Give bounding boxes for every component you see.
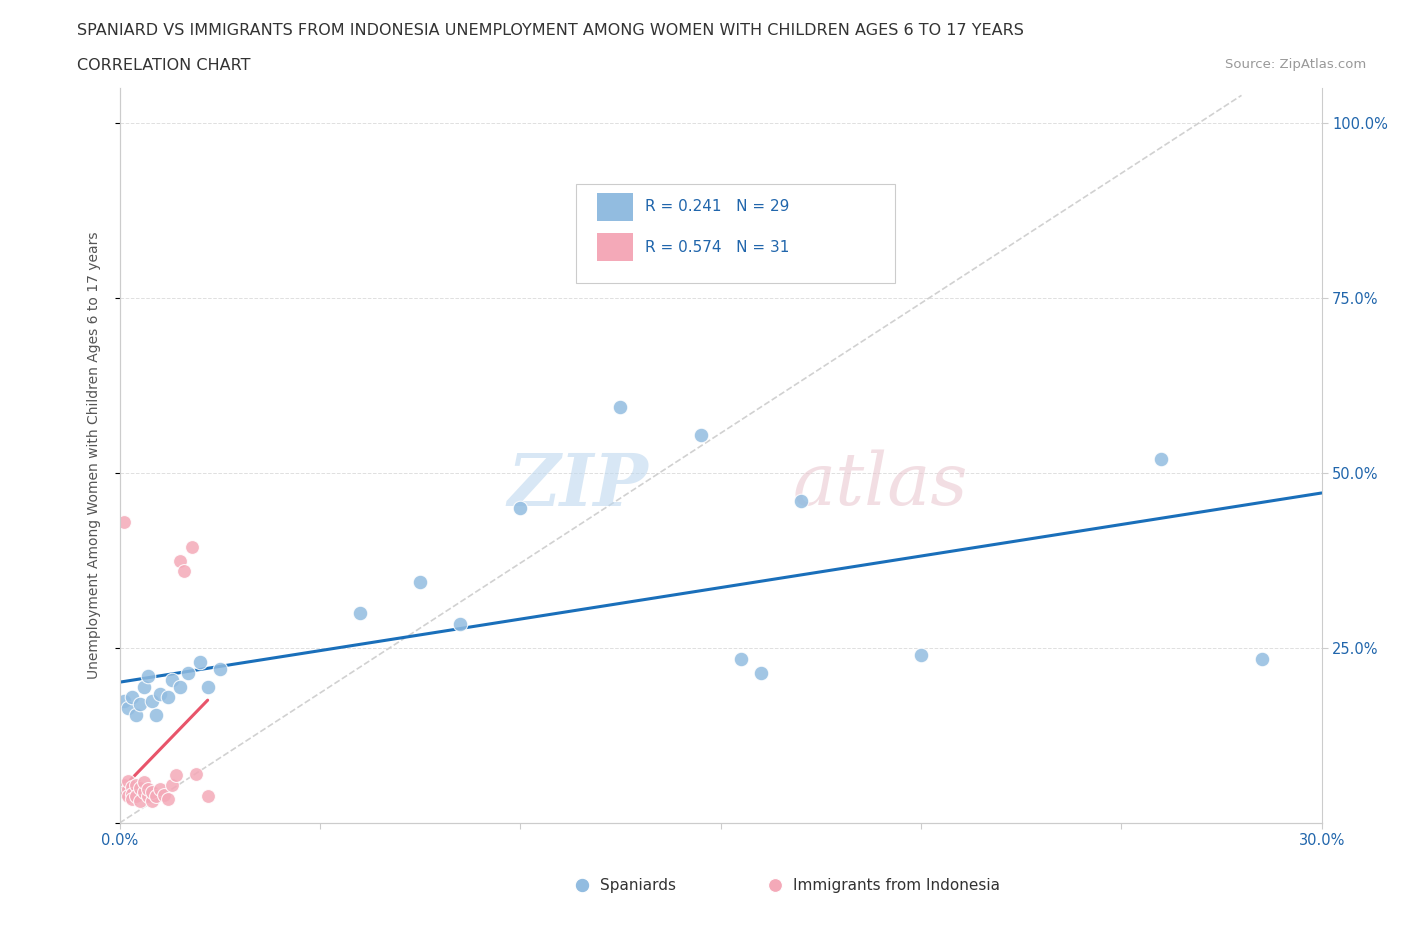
Point [749, 665, 772, 680]
Point [117, 789, 139, 804]
Point [124, 789, 146, 804]
Point [197, 789, 219, 804]
Point [169, 679, 191, 694]
Point [1150, 452, 1173, 467]
Point [117, 782, 139, 797]
Text: SPANIARD VS IMMIGRANTS FROM INDONESIA UNEMPLOYMENT AMONG WOMEN WITH CHILDREN AGE: SPANIARD VS IMMIGRANTS FROM INDONESIA UN… [77, 23, 1024, 38]
Point [156, 791, 179, 806]
Point [128, 697, 150, 711]
Point [132, 775, 155, 790]
Point [121, 791, 143, 806]
Point [152, 788, 174, 803]
Point [124, 777, 146, 792]
Point [112, 780, 135, 795]
Point [790, 494, 813, 509]
Text: Source: ZipAtlas.com: Source: ZipAtlas.com [1226, 58, 1367, 71]
Point [449, 617, 471, 631]
Point [145, 789, 167, 804]
Text: ZIP: ZIP [508, 449, 648, 521]
Point [188, 655, 211, 670]
Point [145, 707, 167, 722]
Point [121, 779, 143, 794]
FancyBboxPatch shape [596, 193, 633, 220]
Point [141, 693, 163, 708]
Y-axis label: Unemployment Among Women with Children Ages 6 to 17 years: Unemployment Among Women with Children A… [87, 232, 101, 680]
Point [132, 784, 155, 799]
Point [165, 768, 187, 783]
Point [141, 784, 163, 799]
Point [176, 665, 198, 680]
Text: Spaniards: Spaniards [600, 878, 676, 893]
Point [136, 789, 159, 804]
Point [128, 793, 150, 808]
Point [197, 679, 219, 694]
Point [180, 539, 202, 554]
Point [689, 427, 711, 442]
Point [121, 690, 143, 705]
FancyBboxPatch shape [596, 233, 633, 261]
Point [160, 672, 183, 687]
Point [173, 564, 195, 578]
Point [117, 774, 139, 789]
Text: R = 0.241   N = 29: R = 0.241 N = 29 [645, 199, 789, 214]
Point [117, 700, 139, 715]
Point [1250, 651, 1272, 666]
Point [141, 793, 163, 808]
Point [160, 777, 183, 792]
Point [149, 782, 172, 797]
Text: atlas: atlas [793, 450, 969, 521]
Text: R = 0.574   N = 31: R = 0.574 N = 31 [645, 240, 789, 255]
Point [609, 399, 631, 414]
FancyBboxPatch shape [576, 184, 894, 283]
Point [124, 707, 146, 722]
Point [910, 647, 932, 662]
Point [112, 514, 135, 529]
Point [112, 693, 135, 708]
Point [169, 553, 191, 568]
Point [121, 786, 143, 801]
Point [156, 690, 179, 705]
Text: CORRELATION CHART: CORRELATION CHART [77, 58, 250, 73]
Point [509, 500, 531, 515]
Point [149, 686, 172, 701]
Point [136, 669, 159, 684]
Point [208, 661, 231, 676]
Point [730, 651, 752, 666]
Text: Immigrants from Indonesia: Immigrants from Indonesia [793, 878, 1000, 893]
Point [132, 679, 155, 694]
Point [128, 780, 150, 795]
Point [112, 777, 135, 792]
Point [184, 766, 207, 781]
Point [409, 574, 432, 589]
Point [136, 782, 159, 797]
Point [349, 605, 371, 620]
Point [112, 784, 135, 799]
